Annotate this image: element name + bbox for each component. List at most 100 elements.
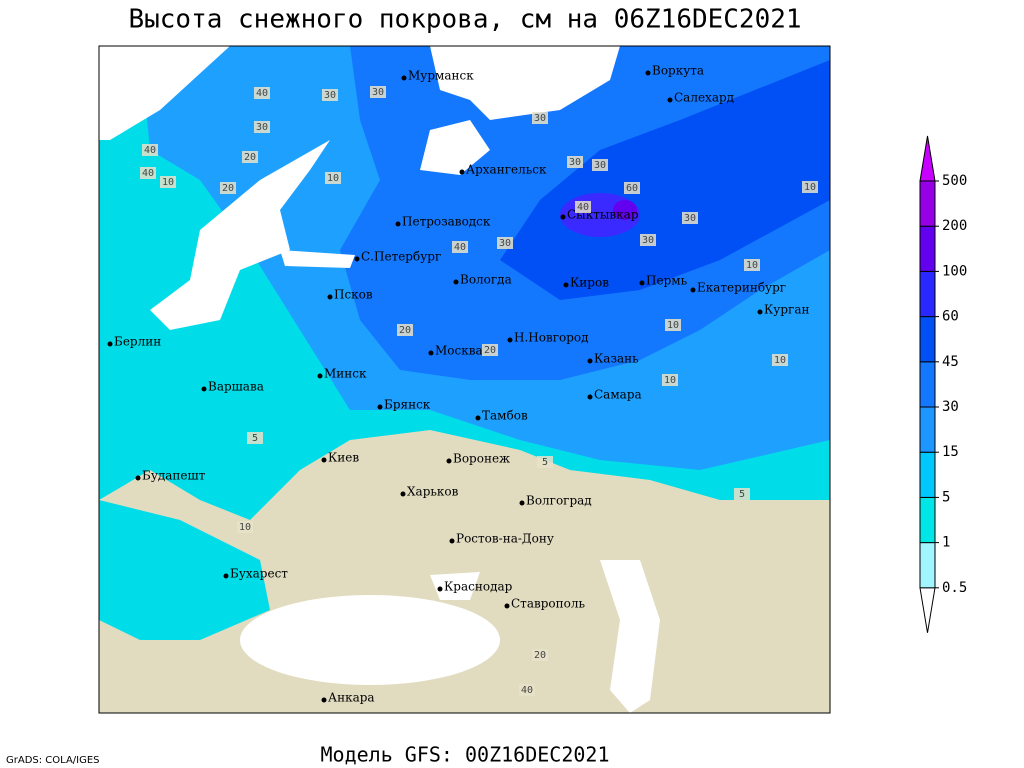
city-label: Екатеринбург <box>697 281 786 295</box>
contour-label-box <box>452 241 468 253</box>
city-label: Курган <box>764 303 809 317</box>
sea <box>430 46 620 120</box>
contour-label: 40 <box>144 145 156 156</box>
contour-label-box <box>532 649 548 661</box>
contour-label: 40 <box>142 168 154 179</box>
contour-label: 40 <box>256 88 268 99</box>
map-frame <box>98 45 831 714</box>
contour-label: 10 <box>664 375 676 386</box>
city-label: Казань <box>594 352 639 366</box>
contour-label: 10 <box>746 260 758 271</box>
map-area <box>99 46 830 713</box>
city-dot <box>449 538 455 544</box>
subtitle: Модель GFS: 00Z16DEC2021 <box>321 743 610 767</box>
legend-band <box>919 180 936 227</box>
city-label: Киев <box>328 451 359 465</box>
city-dot <box>327 294 333 300</box>
city-label: Анкара <box>328 691 375 705</box>
contour-label-box <box>142 144 158 156</box>
contour-label: 30 <box>594 160 606 171</box>
contour-label: 10 <box>327 173 339 184</box>
snow-5b <box>99 500 270 640</box>
legend-band <box>919 542 936 589</box>
city-label: Берлин <box>114 335 161 349</box>
contour-label-box <box>325 172 341 184</box>
city-label: Брянск <box>384 398 431 412</box>
snow-45 <box>500 60 830 300</box>
contour-label: 20 <box>399 325 411 336</box>
city-dot <box>453 279 459 285</box>
city-label: Ставрополь <box>511 597 585 611</box>
city-dot <box>587 394 593 400</box>
legend-arrow-high <box>919 135 936 182</box>
contour-label: 40 <box>577 202 589 213</box>
city-dot <box>690 287 696 293</box>
contour-label: 5 <box>739 489 745 500</box>
contour-label-box <box>682 212 698 224</box>
contour-label: 30 <box>569 157 581 168</box>
contour-label-box <box>237 521 253 533</box>
contour-label: 30 <box>256 122 268 133</box>
city-label: Воронеж <box>453 452 510 466</box>
contour-label: 20 <box>484 345 496 356</box>
city-dot <box>428 350 434 356</box>
city-label: Бухарест <box>230 567 288 581</box>
sea <box>430 572 480 600</box>
city-dot <box>377 404 383 410</box>
city-dot <box>560 214 566 220</box>
contour-label-box <box>532 112 548 124</box>
contour-label: 30 <box>324 90 336 101</box>
legend-label: 500 <box>942 173 967 189</box>
contour-label: 30 <box>372 87 384 98</box>
city-label: Пермь <box>646 274 688 288</box>
contour-label-box <box>575 201 591 213</box>
contour-label-box <box>482 344 498 356</box>
city-label: Будапешт <box>142 469 206 483</box>
legend-label: 200 <box>942 218 967 234</box>
credit: GrADS: COLA/IGES <box>6 755 100 766</box>
city-dot <box>459 169 465 175</box>
contour-label-box <box>665 319 681 331</box>
contour-label-box <box>592 159 608 171</box>
city-label: Н.Новгород <box>514 331 589 345</box>
city-dot <box>401 75 407 81</box>
contour-label-box <box>640 234 656 246</box>
contour-label-box <box>497 237 513 249</box>
city-label: Волгоград <box>526 494 592 508</box>
contour-label-box <box>220 182 236 194</box>
contour-label: 5 <box>542 457 548 468</box>
city-label: Варшава <box>208 380 264 394</box>
city-dot <box>321 457 327 463</box>
contour-label-box <box>802 181 818 193</box>
sea <box>150 140 330 330</box>
contour-label: 30 <box>684 213 696 224</box>
sea <box>420 120 490 175</box>
legend-arrow-low <box>919 587 936 633</box>
sea <box>280 250 355 268</box>
snow-100 <box>613 200 637 220</box>
city-dot <box>639 280 645 286</box>
legend-label: 15 <box>942 444 959 460</box>
city-label: Москва <box>435 344 483 358</box>
contour-label: 5 <box>252 433 258 444</box>
contour-label-box <box>370 86 386 98</box>
sea <box>240 595 500 685</box>
city-dot <box>107 341 113 347</box>
sea <box>600 560 660 713</box>
city-dot <box>504 603 510 609</box>
legend-label: 0.5 <box>942 580 967 596</box>
city-dot <box>354 256 360 262</box>
contour-label: 40 <box>454 242 466 253</box>
legend-label: 1 <box>942 535 950 551</box>
legend-band <box>919 406 936 453</box>
legend-band <box>919 225 936 272</box>
city-dot <box>321 697 327 703</box>
contour-label: 30 <box>499 238 511 249</box>
contour-label-box <box>537 456 553 468</box>
sea <box>99 46 230 140</box>
contour-label: 20 <box>222 183 234 194</box>
city-label: Тамбов <box>482 409 528 423</box>
legend-band <box>919 316 936 363</box>
city-dot <box>135 475 141 481</box>
